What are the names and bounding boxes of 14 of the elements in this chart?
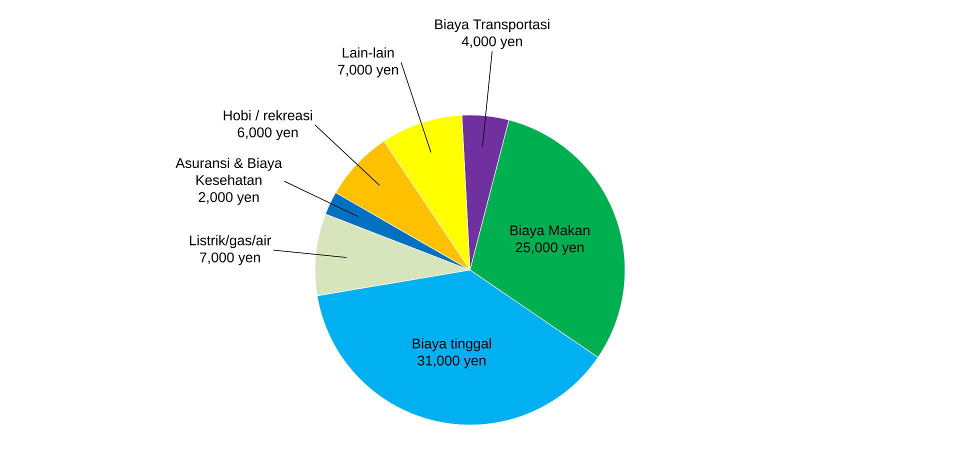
data-label: 7,000 yen <box>338 64 398 78</box>
data-label: 31,000 yen <box>418 356 486 368</box>
slice-label: Biaya Makan <box>510 225 590 238</box>
data-label: 4,000 yen <box>462 36 522 50</box>
data-label: 25,000 yen <box>516 242 584 256</box>
slice-label: Biaya tinggal <box>412 338 491 352</box>
data-label: 2,000 yen <box>198 192 259 205</box>
data-label: 7,000 yen <box>200 252 260 266</box>
slice-label: Hobi / rekreasi <box>224 110 312 120</box>
slice-label: Asuransi & Biaya Kesehatan <box>176 158 282 186</box>
slice-label: Biaya Transportasi <box>435 18 550 32</box>
data-label: 6,000 yen <box>238 127 298 140</box>
slice-label: Listrik/gas/air <box>190 235 272 248</box>
slice-label: Lain-lain <box>342 47 394 58</box>
